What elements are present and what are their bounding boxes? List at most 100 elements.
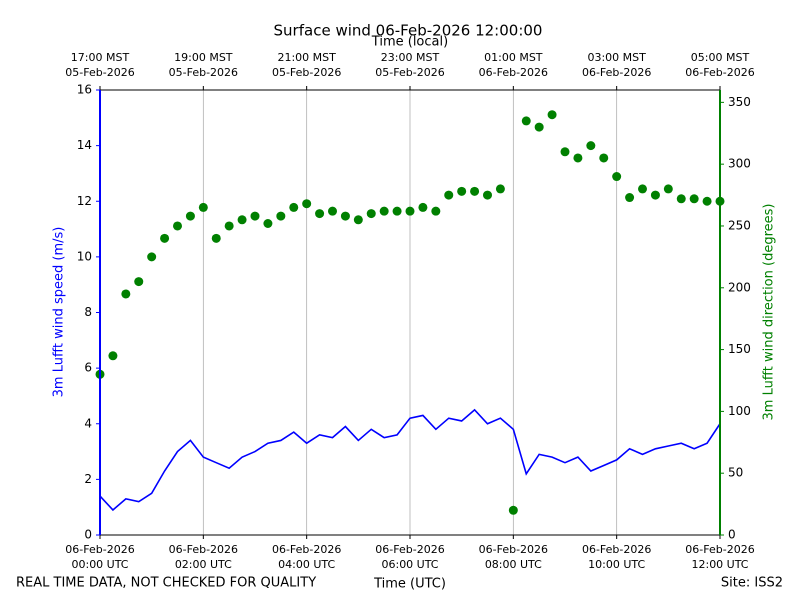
data-point: [534, 122, 544, 132]
data-point: [702, 196, 712, 206]
data-point: [521, 116, 531, 126]
y-tick-label: 6: [84, 361, 92, 375]
data-point: [315, 209, 325, 219]
data-point: [276, 211, 286, 221]
y2-tick-label: 350: [728, 95, 751, 109]
data-point: [108, 351, 118, 361]
x-tick-label: 06-Feb-2026: [685, 543, 754, 556]
x-tick-label: 06-Feb-2026: [272, 543, 341, 556]
data-point: [366, 209, 376, 219]
x2-axis-label: Time (local): [371, 35, 448, 50]
x-tick-label: 06-Feb-2026: [169, 543, 238, 556]
x2-tick-label: 17:00 MST: [71, 51, 130, 64]
data-point: [599, 153, 609, 163]
x2-tick-label: 06-Feb-2026: [479, 66, 548, 79]
data-point: [689, 194, 699, 204]
x2-tick-label: 05-Feb-2026: [65, 66, 134, 79]
data-point: [418, 202, 428, 212]
data-point: [483, 190, 492, 200]
data-point: [431, 206, 441, 216]
x-tick-label: 06-Feb-2026: [479, 543, 548, 556]
data-point: [573, 153, 583, 163]
data-point: [340, 211, 350, 221]
data-point: [508, 505, 518, 515]
data-point: [625, 193, 635, 203]
data-point: [134, 277, 144, 287]
data-point: [185, 211, 195, 221]
y-axis-label: 3m Lufft wind speed (m/s): [52, 227, 67, 398]
data-point: [224, 221, 234, 231]
data-point: [638, 184, 647, 194]
x-tick-label: 06-Feb-2026: [375, 543, 444, 556]
data-point: [586, 141, 596, 151]
chart-title: Surface wind 06-Feb-2026 12:00:00: [274, 22, 543, 40]
data-point: [663, 184, 673, 194]
footer-site: Site: ISS2: [721, 576, 783, 591]
y-tick-label: 16: [77, 83, 92, 97]
data-point: [650, 190, 660, 200]
data-point: [250, 211, 260, 221]
x2-tick-label: 06-Feb-2026: [582, 66, 651, 79]
x2-tick-label: 05-Feb-2026: [169, 66, 238, 79]
y2-tick-label: 200: [728, 280, 751, 294]
data-point: [353, 215, 363, 225]
y2-tick-label: 250: [728, 218, 751, 232]
x2-tick-label: 03:00 MST: [587, 51, 646, 64]
x-tick-label: 06:00 UTC: [381, 558, 438, 571]
data-point: [328, 206, 337, 216]
x-tick-label: 04:00 UTC: [278, 558, 335, 571]
data-point: [302, 199, 312, 209]
y2-tick-label: 0: [728, 528, 736, 542]
y-tick-label: 8: [84, 305, 92, 319]
x2-tick-label: 21:00 MST: [277, 51, 336, 64]
data-point: [379, 206, 389, 216]
data-point: [470, 186, 480, 196]
x-tick-label: 10:00 UTC: [588, 558, 645, 571]
x2-tick-label: 05-Feb-2026: [375, 66, 444, 79]
data-point: [612, 172, 622, 182]
data-line: [99, 408, 721, 512]
x-tick-label: 08:00 UTC: [485, 558, 542, 571]
data-point: [547, 110, 557, 120]
y2-tick-label: 50: [728, 466, 743, 480]
data-point: [289, 202, 299, 212]
y-tick-label: 0: [84, 528, 92, 542]
x2-tick-label: 01:00 MST: [484, 51, 543, 64]
data-point: [405, 206, 415, 216]
footer-note: REAL TIME DATA, NOT CHECKED FOR QUALITY: [16, 576, 316, 591]
x2-tick-label: 05-Feb-2026: [272, 66, 341, 79]
x2-tick-label: 23:00 MST: [381, 51, 440, 64]
data-point: [263, 219, 273, 228]
data-point: [457, 186, 467, 196]
x-tick-label: 02:00 UTC: [175, 558, 232, 571]
data-point: [173, 221, 182, 231]
x2-tick-label: 05:00 MST: [691, 51, 750, 64]
x-tick-label: 06-Feb-2026: [582, 543, 651, 556]
data-point: [560, 147, 570, 157]
y-tick-label: 10: [77, 249, 92, 263]
y-tick-label: 2: [84, 472, 92, 486]
y-tick-label: 14: [77, 138, 92, 152]
y-tick-label: 4: [84, 416, 92, 430]
x-tick-label: 06-Feb-2026: [65, 543, 134, 556]
data-point: [676, 194, 686, 204]
x2-tick-label: 06-Feb-2026: [685, 66, 754, 79]
y-tick-label: 12: [77, 194, 92, 208]
data-point: [121, 289, 131, 299]
y2-tick-label: 100: [728, 404, 751, 418]
x-axis-label: Time (UTC): [373, 577, 446, 592]
y2-tick-label: 150: [728, 342, 751, 356]
x-tick-label: 12:00 UTC: [691, 558, 748, 571]
x-tick-label: 00:00 UTC: [71, 558, 128, 571]
data-point: [495, 184, 505, 194]
data-point: [392, 206, 402, 216]
data-point: [160, 233, 170, 243]
data-point: [211, 233, 221, 243]
data-point: [237, 215, 247, 225]
y2-tick-label: 300: [728, 157, 751, 171]
data-point: [198, 202, 208, 212]
data-point: [444, 190, 454, 200]
data-point: [147, 252, 157, 262]
y2-axis-label: 3m Lufft wind direction (degrees): [762, 204, 777, 421]
